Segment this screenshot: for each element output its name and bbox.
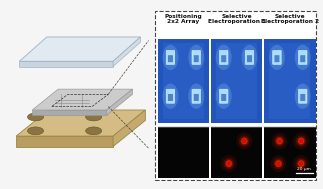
Circle shape — [274, 135, 285, 147]
Text: Selective
Electroporation 2: Selective Electroporation 2 — [261, 14, 319, 24]
Circle shape — [277, 138, 282, 144]
Ellipse shape — [188, 84, 204, 109]
FancyBboxPatch shape — [194, 94, 199, 101]
FancyBboxPatch shape — [219, 89, 228, 103]
Ellipse shape — [188, 45, 204, 70]
Circle shape — [239, 135, 250, 147]
Ellipse shape — [162, 45, 178, 70]
Bar — [211, 39, 262, 123]
Circle shape — [226, 161, 232, 167]
Circle shape — [271, 132, 287, 149]
Bar — [264, 127, 316, 178]
Ellipse shape — [216, 84, 232, 109]
Bar — [216, 43, 257, 119]
Circle shape — [298, 138, 304, 144]
FancyBboxPatch shape — [194, 55, 199, 62]
Polygon shape — [32, 110, 107, 115]
Circle shape — [275, 160, 282, 168]
Ellipse shape — [269, 45, 285, 70]
FancyBboxPatch shape — [221, 94, 226, 101]
Circle shape — [270, 155, 287, 172]
Bar — [158, 39, 209, 123]
FancyBboxPatch shape — [219, 50, 228, 64]
Circle shape — [224, 158, 234, 169]
Circle shape — [293, 132, 309, 149]
Ellipse shape — [295, 84, 311, 109]
FancyBboxPatch shape — [247, 55, 252, 62]
Polygon shape — [16, 110, 145, 136]
Polygon shape — [113, 37, 141, 67]
FancyBboxPatch shape — [273, 50, 281, 64]
Circle shape — [221, 155, 237, 172]
Circle shape — [297, 137, 305, 145]
Text: 20 µm: 20 µm — [297, 167, 311, 171]
FancyBboxPatch shape — [168, 94, 173, 101]
FancyBboxPatch shape — [275, 55, 279, 62]
Circle shape — [241, 137, 248, 145]
Ellipse shape — [27, 113, 44, 121]
FancyBboxPatch shape — [300, 94, 305, 101]
Ellipse shape — [162, 84, 178, 109]
Polygon shape — [32, 89, 132, 110]
FancyBboxPatch shape — [245, 50, 254, 64]
Bar — [264, 39, 316, 123]
Circle shape — [236, 132, 253, 149]
Text: Positioning
2x2 Array: Positioning 2x2 Array — [164, 14, 202, 24]
FancyBboxPatch shape — [166, 50, 175, 64]
FancyBboxPatch shape — [300, 55, 305, 62]
FancyBboxPatch shape — [192, 50, 201, 64]
Polygon shape — [16, 136, 113, 146]
Polygon shape — [113, 110, 145, 146]
Circle shape — [297, 160, 305, 168]
Ellipse shape — [295, 45, 311, 70]
Bar — [163, 43, 204, 119]
FancyBboxPatch shape — [168, 55, 173, 62]
Ellipse shape — [216, 45, 232, 70]
Ellipse shape — [27, 127, 44, 135]
Bar — [269, 43, 310, 119]
Circle shape — [293, 155, 309, 172]
Bar — [158, 127, 209, 178]
Circle shape — [225, 160, 233, 168]
Ellipse shape — [86, 127, 102, 135]
Circle shape — [276, 137, 283, 145]
FancyBboxPatch shape — [221, 55, 226, 62]
Circle shape — [242, 138, 247, 144]
Ellipse shape — [86, 113, 102, 121]
Polygon shape — [19, 61, 113, 67]
Circle shape — [298, 161, 304, 167]
Polygon shape — [19, 37, 141, 61]
Text: Selective
Electroporation 1: Selective Electroporation 1 — [208, 14, 266, 24]
Bar — [211, 127, 262, 178]
Circle shape — [296, 158, 307, 169]
Circle shape — [296, 135, 307, 147]
FancyBboxPatch shape — [298, 89, 307, 103]
Circle shape — [276, 161, 281, 167]
Polygon shape — [107, 89, 132, 115]
FancyBboxPatch shape — [192, 89, 201, 103]
Circle shape — [273, 158, 284, 169]
Ellipse shape — [242, 45, 257, 70]
FancyBboxPatch shape — [298, 50, 307, 64]
FancyBboxPatch shape — [166, 89, 175, 103]
